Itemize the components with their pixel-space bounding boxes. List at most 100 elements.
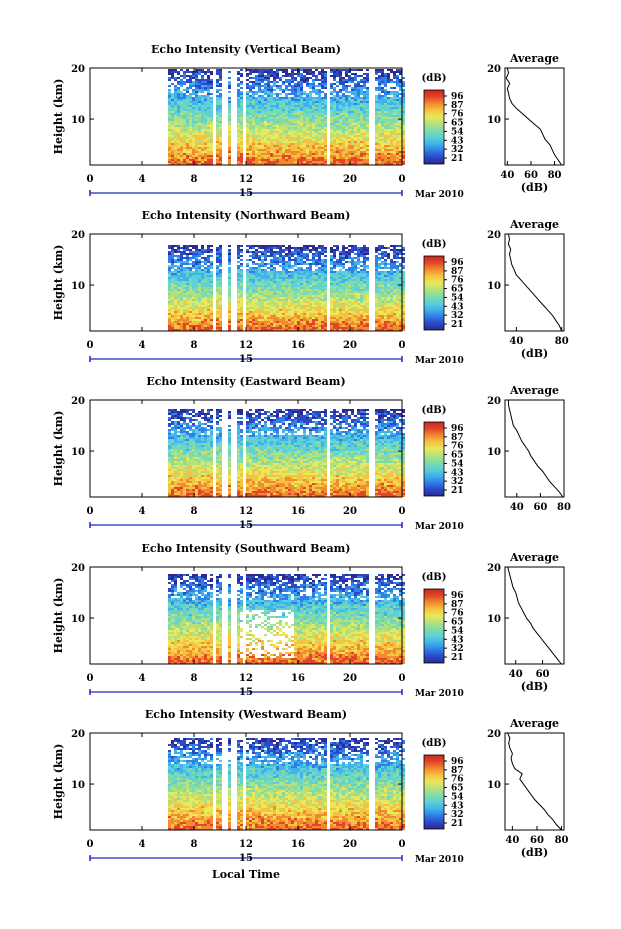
heatmap-cell: [285, 127, 288, 129]
heatmap-cell: [195, 163, 198, 165]
heatmap-cell: [219, 273, 222, 275]
heatmap-cell: [177, 297, 180, 299]
heatmap-cell: [285, 271, 288, 273]
heatmap-cell: [279, 97, 282, 99]
heatmap-cell: [237, 273, 240, 275]
heatmap-cell: [342, 155, 345, 157]
heatmap-cell: [192, 311, 195, 313]
heatmap-cell: [189, 309, 192, 311]
heatmap-cell: [351, 105, 354, 107]
heatmap-cell: [198, 125, 201, 127]
heatmap-cell: [291, 129, 294, 131]
heatmap-cell: [366, 103, 369, 105]
heatmap-cell: [198, 111, 201, 113]
heatmap-cell: [303, 321, 306, 323]
heatmap-cell: [210, 145, 213, 147]
heatmap-cell: [252, 93, 255, 95]
heatmap-cell: [381, 101, 384, 103]
heatmap-cell: [294, 297, 297, 299]
heatmap-cell: [387, 145, 390, 147]
heatmap-cell: [285, 261, 288, 263]
heatmap-cell: [318, 91, 321, 93]
heatmap-cell: [294, 251, 297, 253]
heatmap-cell: [219, 145, 222, 147]
heatmap-cell: [198, 305, 201, 307]
heatmap-cell: [183, 263, 186, 265]
heatmap-cell: [378, 71, 381, 73]
heatmap-cell: [201, 127, 204, 129]
heatmap-cell: [264, 327, 267, 329]
heatmap-cell: [354, 145, 357, 147]
heatmap-cell: [264, 145, 267, 147]
heatmap-cell: [378, 131, 381, 133]
heatmap-cell: [276, 113, 279, 115]
heatmap-cell: [381, 115, 384, 117]
heatmap-cell: [174, 109, 177, 111]
heatmap-cell: [348, 111, 351, 113]
heatmap-cell: [297, 75, 300, 77]
heatmap-cell: [291, 299, 294, 301]
heatmap-cell: [384, 135, 387, 137]
heatmap-cell: [264, 289, 267, 291]
heatmap-cell: [261, 291, 264, 293]
heatmap-cell: [288, 145, 291, 147]
heatmap-cell: [339, 91, 342, 93]
heatmap-cell: [237, 283, 240, 285]
colorbar-tick-label: 96: [451, 92, 464, 102]
heatmap-cell: [324, 115, 327, 117]
heatmap-cell: [339, 69, 342, 71]
heatmap-cell: [300, 69, 303, 71]
heatmap-cell: [186, 101, 189, 103]
heatmap-cell: [390, 139, 393, 141]
heatmap-cell: [228, 249, 231, 251]
heatmap-cell: [177, 137, 180, 139]
heatmap-cell: [264, 163, 267, 165]
heatmap-cell: [240, 313, 243, 315]
heatmap-cell: [258, 127, 261, 129]
heatmap-cell: [276, 311, 279, 313]
heatmap-cell: [402, 97, 405, 99]
heatmap-cell: [204, 293, 207, 295]
heatmap-cell: [375, 99, 378, 101]
heatmap-cell: [189, 75, 192, 77]
heatmap-cell: [366, 139, 369, 141]
heatmap-cell: [177, 125, 180, 127]
heatmap-cell: [321, 107, 324, 109]
heatmap-cell: [360, 137, 363, 139]
heatmap-cell: [402, 143, 405, 145]
heatmap-cell: [378, 109, 381, 111]
heatmap-cell: [399, 109, 402, 111]
heatmap-cell: [246, 85, 249, 87]
heatmap-cell: [174, 157, 177, 159]
heatmap-cell: [291, 305, 294, 307]
heatmap-cell: [288, 255, 291, 257]
heatmap-cell: [201, 137, 204, 139]
heatmap-cell: [309, 281, 312, 283]
heatmap-cell: [321, 293, 324, 295]
heatmap-cell: [384, 149, 387, 151]
heatmap-cell: [270, 103, 273, 105]
heatmap-cell: [180, 291, 183, 293]
heatmap-cell: [342, 127, 345, 129]
heatmap-cell: [285, 263, 288, 265]
heatmap-cell: [168, 297, 171, 299]
heatmap-cell: [186, 305, 189, 307]
heatmap-cell: [198, 283, 201, 285]
heatmap-cell: [315, 263, 318, 265]
heatmap-cell: [393, 103, 396, 105]
heatmap-cell: [183, 287, 186, 289]
heatmap-cell: [378, 149, 381, 151]
heatmap-cell: [375, 155, 378, 157]
heatmap-cell: [387, 81, 390, 83]
heatmap-cell: [186, 147, 189, 149]
heatmap-cell: [168, 125, 171, 127]
heatmap-cell: [336, 95, 339, 97]
heatmap-cell: [183, 163, 186, 165]
heatmap-cell: [228, 77, 231, 79]
heatmap-cell: [168, 327, 171, 329]
heatmap-cell: [366, 135, 369, 137]
heatmap-cell: [264, 109, 267, 111]
heatmap-cell: [282, 263, 285, 265]
heatmap-cell: [357, 103, 360, 105]
heatmap-cell: [315, 249, 318, 251]
